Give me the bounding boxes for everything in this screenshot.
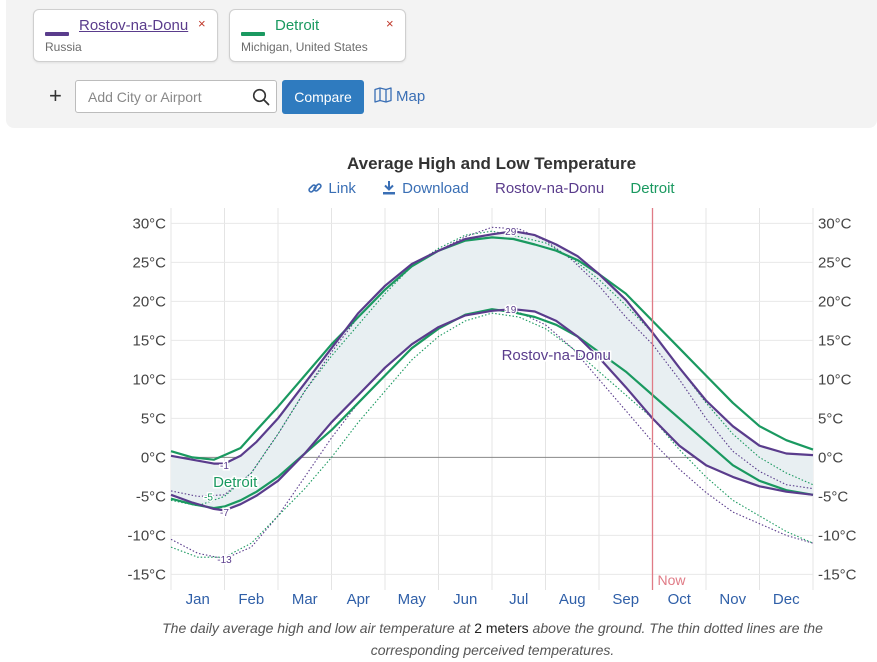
x-tick-label: Jun [453,591,477,608]
y-tick-label-right: 10°C [818,371,852,388]
y-tick-label-left: 30°C [132,215,166,232]
y-tick-label-right: -10°C [818,527,857,544]
city-region: Russia [45,40,82,54]
series-swatch [45,32,69,36]
x-tick-label: May [398,591,427,608]
y-tick-label-left: 0°C [141,449,166,466]
city-card-detroit[interactable]: Detroit Michigan, United States × [229,9,406,62]
legend-rostov[interactable]: Rostov-na-Donu [495,180,605,197]
y-tick-label-left: 10°C [132,371,166,388]
x-tick-label: Apr [347,591,370,608]
remove-city-icon[interactable]: × [386,16,394,31]
data-label: -1 [220,461,229,472]
city-search-input[interactable] [76,81,258,112]
city-card-rostov[interactable]: Rostov-na-Donu Russia × [33,9,218,62]
y-tick-label-right: 5°C [818,410,843,427]
download-button[interactable]: Download [382,180,473,197]
download-label: Download [402,180,469,197]
link-button[interactable]: Link [308,180,360,197]
compare-button[interactable]: Compare [282,80,364,114]
temperature-chart: 30°C 30°C 25°C 25°C 20°C 20°C 15°C 15°C 10°C 10°C… [127,208,857,608]
y-tick-label-right: 20°C [818,293,852,310]
download-icon [383,181,396,195]
data-label: 19 [505,305,517,316]
city-name-link[interactable]: Rostov-na-Donu [79,17,189,34]
city-search-box [75,80,277,113]
chart-caption: The daily average high and low air tempe… [140,617,845,661]
y-tick-label-left: 25°C [132,254,166,271]
link-label: Link [328,180,356,197]
y-tick-label-left: -5°C [136,488,166,505]
x-tick-label: Feb [238,591,264,608]
chart-legend: Link Download Rostov-na-Donu Detroit [0,180,877,197]
y-tick-label-left: 5°C [141,410,166,427]
x-tick-label: Oct [668,591,692,608]
x-tick-label: Dec [773,591,800,608]
caption-emphasis: 2 meters [474,620,529,636]
y-tick-label-right: 15°C [818,332,852,349]
map-link-label: Map [396,88,426,105]
link-icon [308,183,323,193]
x-tick-label: Jan [186,591,210,608]
city-name-link[interactable]: Detroit [275,17,320,34]
x-tick-label: Mar [292,591,318,608]
x-tick-label: Aug [559,591,586,608]
y-tick-label-right: 0°C [818,449,843,466]
y-tick-label-right: -5°C [818,488,848,505]
map-link[interactable]: Map [374,87,425,105]
remove-city-icon[interactable]: × [198,16,206,31]
data-label: -13 [217,555,232,566]
y-tick-label-right: -15°C [818,566,857,583]
x-tick-label: Nov [719,591,746,608]
y-tick-label-left: 20°C [132,293,166,310]
series-line-rostov [170,230,814,465]
series-line-rostov-perceived [170,226,814,497]
data-label: -7 [220,508,229,519]
city-region: Michigan, United States [241,40,368,54]
y-tick-label-left: -15°C [127,566,166,583]
series-label: Detroit [213,474,258,491]
map-icon [374,87,392,103]
chart-title: Average High and Low Temperature [346,154,637,173]
caption-text-end: above the ground. The thin dotted lines … [370,620,823,658]
data-label: 29 [505,227,517,238]
y-tick-label-right: 30°C [818,215,852,232]
series-swatch [241,32,265,36]
series-line-detroit [170,308,814,510]
add-city-icon[interactable]: + [49,83,62,108]
series-label: Rostov-na-Donu [502,347,611,364]
series-line-rostov [170,308,814,512]
y-tick-label-right: 25°C [818,254,852,271]
series-line-detroit [170,236,814,461]
y-tick-label-left: -10°C [127,527,166,544]
now-label: Now [658,572,687,588]
y-tick-label-left: 15°C [132,332,166,349]
x-tick-label: Jul [509,591,528,608]
search-icon[interactable] [252,88,270,106]
series-line-detroit-perceived [170,312,814,558]
data-label: -5 [204,492,213,503]
x-tick-label: Sep [612,591,639,608]
caption-text-start: The daily average high and low air tempe… [162,620,475,636]
legend-detroit[interactable]: Detroit [630,180,675,197]
